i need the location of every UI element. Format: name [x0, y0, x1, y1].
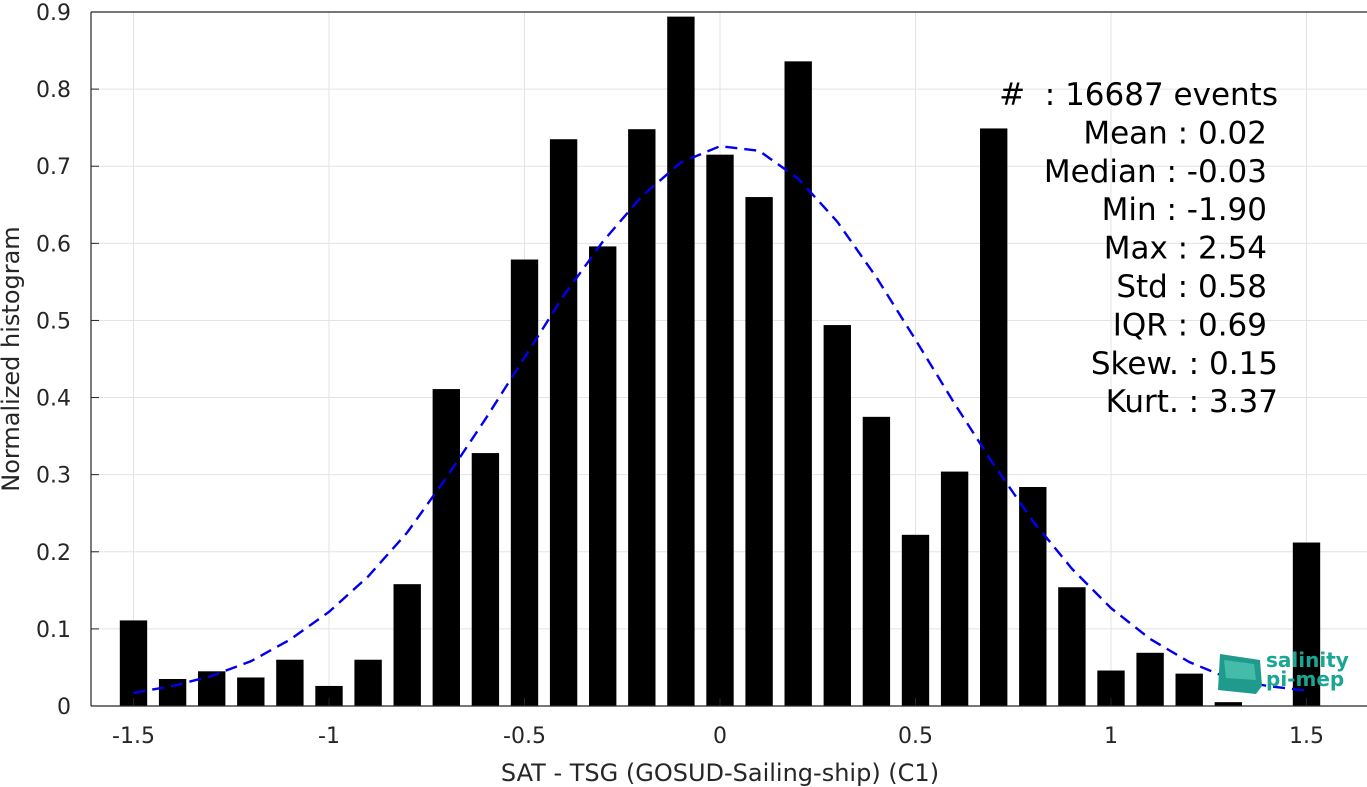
histogram-bar-19: [862, 416, 891, 706]
histogram-bar-3: [237, 677, 265, 706]
x-tick-label-5: 1: [1104, 724, 1118, 749]
stats-line-1: Mean : 0.02: [1083, 115, 1267, 151]
histogram-bar-4: [276, 659, 304, 706]
histogram-bar-10: [510, 259, 539, 706]
y-axis-label: Normalized histogram: [0, 226, 25, 491]
y-tick-label-2: 0.2: [36, 541, 71, 566]
histogram-bar-13: [628, 129, 656, 707]
stats-line-8: Kurt. : 3.37: [1106, 384, 1278, 420]
x-tick-label-4: 0.5: [898, 724, 933, 749]
stats-line-3: Min : -1.90: [1102, 192, 1267, 228]
histogram-bar-26: [1136, 652, 1164, 706]
histogram-bar-7: [393, 584, 421, 706]
histogram-bar-18: [823, 325, 851, 706]
histogram-bar-27: [1175, 673, 1203, 706]
y-tick-label-1: 0.1: [36, 618, 71, 643]
histogram-bar-0: [119, 620, 148, 706]
histogram-bar-21: [940, 471, 969, 706]
stats-line-0: # : 16687 events: [999, 77, 1278, 113]
histogram-bar-9: [471, 453, 500, 706]
histogram-bar-6: [354, 659, 382, 706]
histogram-bar-22: [980, 128, 1008, 707]
x-tick-label-6: 1.5: [1289, 724, 1324, 749]
stats-line-7: Skew. : 0.15: [1091, 346, 1278, 382]
x-axis-ticks: -1.5 -1 -0.5 0 0.5 1 1.5: [112, 698, 1324, 749]
stats-line-5: Std : 0.58: [1116, 269, 1267, 305]
histogram-bar-11: [549, 139, 578, 706]
y-tick-label-3: 0.3: [36, 464, 71, 489]
histogram-bar-15: [706, 154, 734, 707]
x-axis-label: SAT - TSG (GOSUD-Sailing-ship) (C1): [501, 759, 939, 787]
histogram-bar-29: [1292, 542, 1321, 706]
logo-wave-highlight: [1224, 660, 1256, 680]
x-tick-label-3: 0: [713, 724, 727, 749]
stats-line-6: IQR : 0.69: [1113, 307, 1267, 343]
histogram-bar-20: [901, 534, 930, 706]
histogram-bar-23: [1019, 487, 1047, 706]
x-tick-label-0: -1.5: [112, 724, 155, 749]
y-tick-label-0: 0: [57, 695, 71, 720]
y-tick-label-9: 0.9: [36, 1, 71, 26]
histogram-bar-28: [1214, 702, 1242, 706]
x-tick-label-2: -0.5: [503, 724, 546, 749]
salinity-pimep-logo: salinity pi-mep: [1218, 648, 1349, 694]
histogram-bar-12: [589, 246, 617, 706]
y-tick-label-8: 0.8: [36, 78, 71, 103]
stats-line-4: Max : 2.54: [1104, 231, 1267, 267]
y-tick-label-6: 0.6: [36, 232, 71, 257]
y-axis-ticks: 0 0.1 0.2 0.3 0.4 0.5 0.6 0.7 0.8 0.9: [36, 1, 99, 720]
x-tick-label-1: -1: [318, 724, 340, 749]
y-tick-label-4: 0.4: [36, 387, 71, 412]
histogram-bar-24: [1058, 587, 1086, 706]
histogram-bar-5: [315, 685, 343, 706]
histogram-bar-14: [667, 16, 695, 707]
logo-line-2: pi-mep: [1266, 667, 1344, 691]
histogram-bar-8: [432, 389, 460, 706]
logo-line-1: salinity: [1266, 648, 1349, 672]
y-tick-label-7: 0.7: [36, 155, 71, 180]
stats-line-2: Median : -0.03: [1044, 154, 1267, 190]
histogram-bar-17: [784, 61, 812, 706]
normal-fit-curve: [133, 144, 1307, 695]
y-tick-label-5: 0.5: [36, 309, 71, 334]
histogram-bar-16: [745, 197, 773, 707]
